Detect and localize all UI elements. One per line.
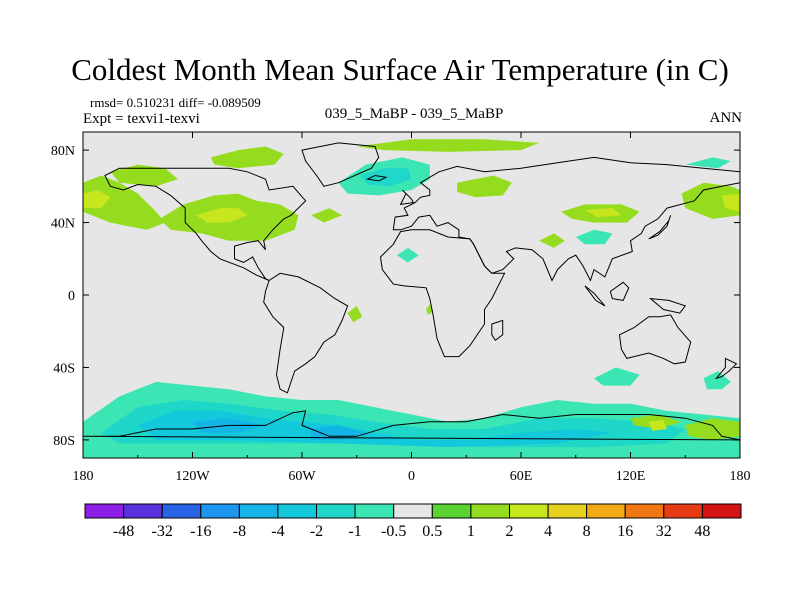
coastline-north-america bbox=[104, 167, 307, 281]
y-tick-label: 40S bbox=[53, 361, 75, 376]
region-alaska-warm bbox=[110, 164, 178, 187]
colorbar-box bbox=[586, 503, 626, 519]
colorbar-box bbox=[393, 503, 433, 519]
region-arctic-ocean-warm bbox=[356, 139, 540, 152]
x-tick-label: 60W bbox=[288, 469, 316, 484]
region-china-cool bbox=[575, 229, 613, 245]
colorbar-label: -16 bbox=[190, 523, 211, 540]
region-s-america-spot bbox=[347, 305, 363, 323]
colorbar-label: -0.5 bbox=[381, 523, 406, 540]
region-europe-warm bbox=[311, 208, 343, 223]
coastline-africa bbox=[379, 229, 506, 358]
region-arctic-canada-warm bbox=[210, 146, 284, 169]
region-n-america-warm-core bbox=[196, 208, 248, 223]
colorbar-box bbox=[123, 503, 163, 519]
coastline-iceland bbox=[366, 174, 388, 182]
colorbar-box bbox=[547, 503, 588, 519]
region-ross-sea-warm bbox=[648, 420, 667, 431]
y-tick-label: 0 bbox=[68, 289, 75, 304]
coastline-antarctica bbox=[83, 410, 740, 441]
colorbar-box bbox=[701, 503, 742, 519]
y-tick-label: 40N bbox=[51, 217, 75, 232]
colorbar-box bbox=[431, 503, 472, 519]
coastline-sumatra bbox=[584, 285, 606, 307]
season-label: ANN bbox=[709, 110, 743, 126]
colorbar-label: -32 bbox=[152, 523, 173, 540]
region-central-asia-warm-core bbox=[584, 208, 622, 218]
coastline-greenland bbox=[301, 142, 380, 187]
colorbar-box bbox=[161, 503, 202, 519]
colorbar-box bbox=[316, 503, 356, 519]
colorbar-label: 0.5 bbox=[422, 523, 442, 540]
case-label: 039_5_MaBP - 039_5_MaBP bbox=[324, 106, 504, 122]
region-pacific-s-spot bbox=[703, 371, 731, 390]
experiment-label: Expt = texvi1-texvi bbox=[83, 111, 200, 127]
x-tick-label: 120E bbox=[616, 469, 646, 484]
colorbar-label: -4 bbox=[271, 523, 284, 540]
x-tick-label: 120W bbox=[175, 469, 210, 484]
region-weddell-coldest bbox=[311, 425, 366, 440]
colorbar-label: 2 bbox=[506, 523, 514, 540]
region-africa-spot bbox=[426, 304, 434, 315]
coastline-new-zealand bbox=[714, 357, 738, 380]
colorbar-label: -1 bbox=[348, 523, 361, 540]
region-australia-cool bbox=[594, 367, 640, 386]
colorbar-label: 8 bbox=[583, 523, 591, 540]
region-middle-east-cool bbox=[396, 247, 419, 263]
colorbar-label: -8 bbox=[233, 523, 246, 540]
coastline-australia bbox=[618, 314, 692, 365]
region-nw-pacific-warm bbox=[83, 175, 166, 230]
colorbar-box bbox=[470, 503, 510, 519]
x-tick-label: 180 bbox=[73, 469, 94, 484]
colorbar-label: 1 bbox=[467, 523, 475, 540]
region-nw-pacific-warm-core bbox=[83, 190, 111, 209]
y-tick-label: 80N bbox=[51, 144, 75, 159]
coastline-borneo bbox=[609, 281, 630, 301]
coastline-japan bbox=[648, 215, 672, 240]
colorbar-label: 4 bbox=[544, 523, 552, 540]
x-tick-label: 180 bbox=[730, 469, 751, 484]
y-tick-label: 80S bbox=[53, 434, 75, 449]
region-southern-ocean-cold bbox=[137, 410, 613, 448]
colorbar-box bbox=[238, 503, 279, 519]
region-siberia-warm bbox=[457, 175, 512, 198]
colorbar-label: -2 bbox=[310, 523, 323, 540]
region-ne-asia-warm bbox=[681, 182, 740, 219]
coastline-uk bbox=[399, 189, 415, 206]
coastline-madagascar bbox=[491, 319, 504, 342]
region-india-warm bbox=[539, 233, 565, 248]
colorbar-label: 32 bbox=[656, 523, 672, 540]
colorbar-box bbox=[354, 503, 395, 519]
region-arctic-east-cool bbox=[685, 157, 731, 169]
colorbar-box bbox=[509, 503, 549, 519]
x-tick-label: 60E bbox=[510, 469, 533, 484]
coastline-south-america bbox=[263, 272, 349, 394]
colorbar-box bbox=[663, 503, 703, 519]
colorbar-label: -48 bbox=[113, 523, 134, 540]
colorbar-box bbox=[624, 503, 665, 519]
region-ne-asia-warm-core bbox=[721, 193, 740, 212]
chart-title: Coldest Month Mean Surface Air Temperatu… bbox=[71, 52, 729, 87]
region-pacific-sector-warm bbox=[685, 418, 740, 440]
x-tick-label: 0 bbox=[408, 469, 415, 484]
colorbar-label: 16 bbox=[617, 523, 633, 540]
colorbar-box bbox=[277, 503, 317, 519]
coastline-new-guinea bbox=[649, 297, 687, 314]
stats-text: rmsd= 0.510231 diff= -0.089509 bbox=[90, 95, 261, 110]
colorbar-box bbox=[84, 503, 125, 519]
colorbar-box bbox=[200, 503, 240, 519]
colorbar-label: 48 bbox=[694, 523, 710, 540]
